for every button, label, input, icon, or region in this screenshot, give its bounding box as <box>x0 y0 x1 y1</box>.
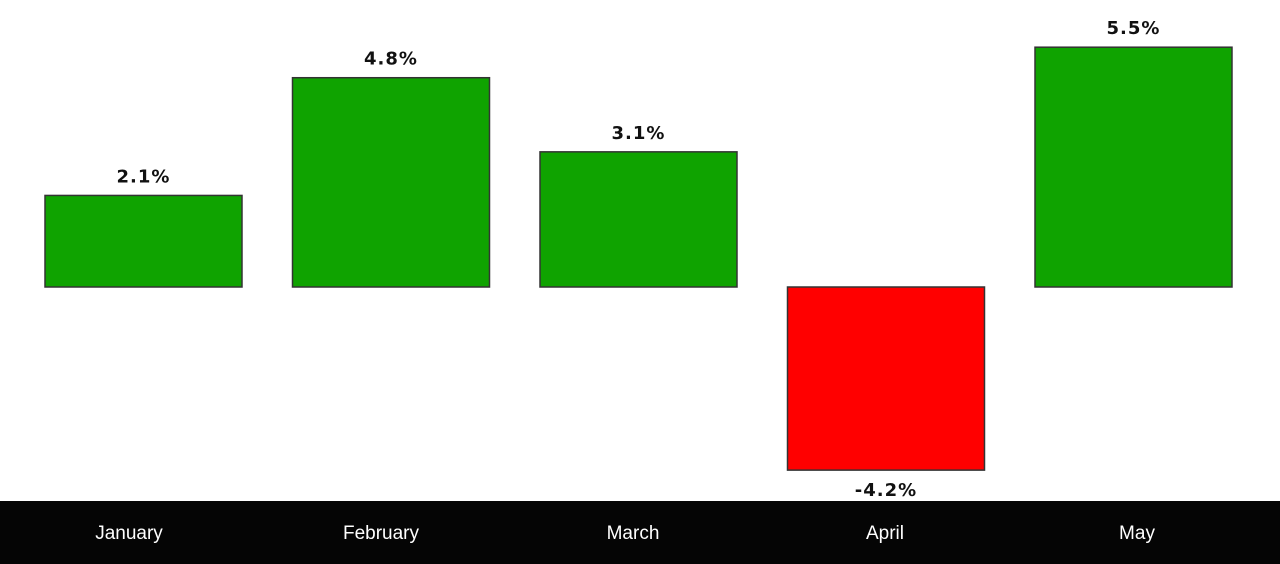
bar <box>44 194 243 288</box>
value-label: 2.1% <box>117 166 171 187</box>
bar <box>786 286 986 471</box>
bar <box>291 76 491 288</box>
value-label: 3.1% <box>612 123 666 144</box>
value-label: 4.8% <box>364 49 418 70</box>
category-bar <box>0 501 1280 564</box>
category-label: May <box>1119 523 1155 544</box>
value-label: -4.2% <box>855 480 917 501</box>
category-label: March <box>607 523 660 544</box>
category-label: April <box>866 523 904 544</box>
category-label: February <box>343 523 420 544</box>
bar <box>1034 46 1233 288</box>
value-label: 5.5% <box>1107 18 1161 39</box>
bar <box>539 151 738 288</box>
category-label: January <box>95 523 163 544</box>
